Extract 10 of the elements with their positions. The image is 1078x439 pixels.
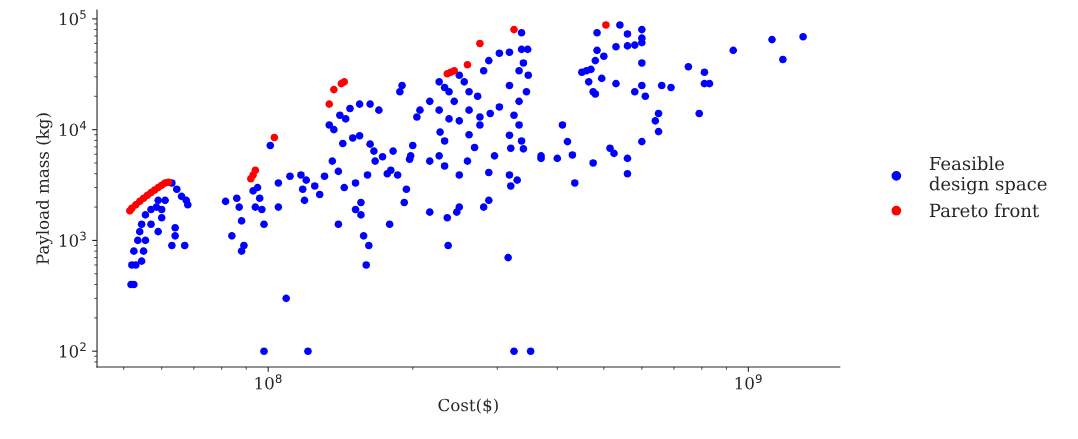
x-tick-label: 10$^{9}$ xyxy=(735,374,762,390)
x-axis-title: Cost($) xyxy=(438,398,498,414)
y-tick-label: 10$^{3}$ xyxy=(60,231,86,247)
y-tick-label: 10$^{4}$ xyxy=(60,120,87,137)
x-tick-label: 10$^{8}$ xyxy=(255,374,282,390)
y-axis-title: Payload mass (kg) xyxy=(36,113,53,265)
legend-label: Pareto front xyxy=(929,203,1040,218)
legend-label: Feasible design space xyxy=(929,156,1047,195)
y-tick-label: 10$^{5}$ xyxy=(60,10,86,26)
y-tick-label: 10$^{2}$ xyxy=(60,342,86,358)
